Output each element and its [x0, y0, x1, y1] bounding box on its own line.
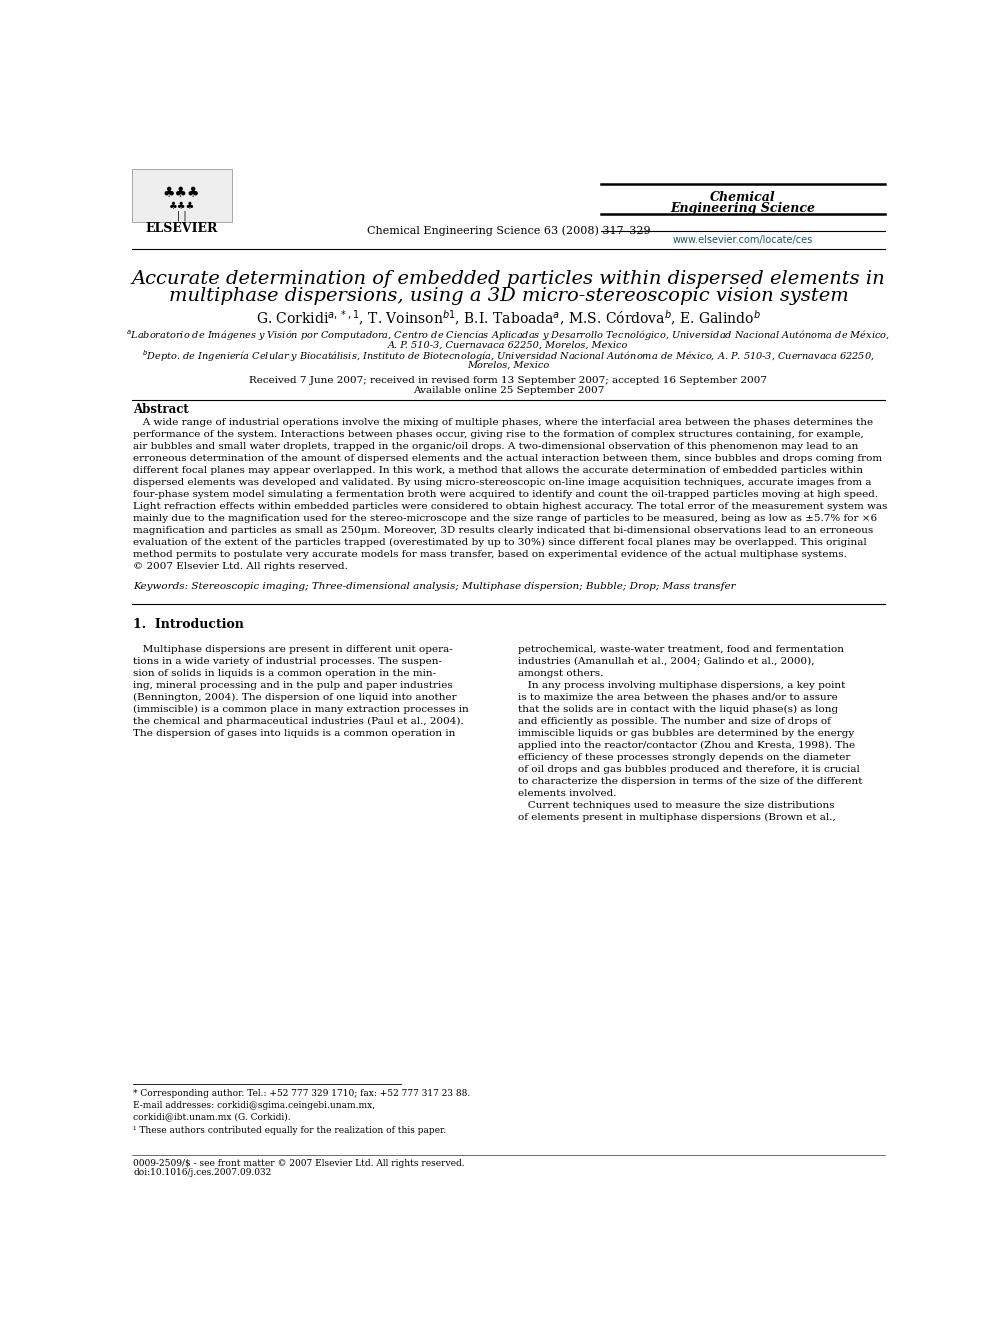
Text: Accurate determination of embedded particles within dispersed elements in: Accurate determination of embedded parti… [132, 270, 885, 288]
Text: Chemical Engineering Science 63 (2008) 317–329: Chemical Engineering Science 63 (2008) 3… [367, 226, 650, 237]
Text: of elements present in multiphase dispersions (Brown et al.,: of elements present in multiphase disper… [518, 812, 835, 822]
Text: $^{a}$Laboratorio de Imágenes y Visión por Computadora, Centro de Ciencias Aplic: $^{a}$Laboratorio de Imágenes y Visión p… [126, 329, 891, 343]
Text: dispersed elements was developed and validated. By using micro-stereoscopic on-l: dispersed elements was developed and val… [133, 478, 872, 487]
Text: to characterize the dispersion in terms of the size of the different: to characterize the dispersion in terms … [518, 777, 862, 786]
Text: © 2007 Elsevier Ltd. All rights reserved.: © 2007 Elsevier Ltd. All rights reserved… [133, 562, 348, 572]
Text: (immiscible) is a common place in many extraction processes in: (immiscible) is a common place in many e… [133, 705, 469, 714]
Text: amongst others.: amongst others. [518, 668, 603, 677]
Text: www.elsevier.com/locate/ces: www.elsevier.com/locate/ces [673, 235, 813, 245]
Text: industries (Amanullah et al., 2004; Galindo et al., 2000),: industries (Amanullah et al., 2004; Gali… [518, 656, 814, 665]
Text: 0009-2509/$ - see front matter © 2007 Elsevier Ltd. All rights reserved.: 0009-2509/$ - see front matter © 2007 El… [133, 1159, 465, 1168]
Text: A. P. 510-3, Cuernavaca 62250, Morelos, Mexico: A. P. 510-3, Cuernavaca 62250, Morelos, … [388, 341, 629, 349]
Text: $^{b}$Depto. de Ingeniería Celular y Biocatálisis, Instituto de Biotecnología, U: $^{b}$Depto. de Ingeniería Celular y Bio… [142, 348, 875, 364]
Text: immiscible liquids or gas bubbles are determined by the energy: immiscible liquids or gas bubbles are de… [518, 729, 854, 738]
Text: G. Corkidi$^{a,*,1}$, T. Voinson$^{b1}$, B.I. Taboada$^{a}$, M.S. Córdova$^{b}$,: G. Corkidi$^{a,*,1}$, T. Voinson$^{b1}$,… [256, 310, 761, 328]
Text: mainly due to the magnification used for the stereo-microscope and the size rang: mainly due to the magnification used for… [133, 515, 877, 524]
Text: petrochemical, waste-water treatment, food and fermentation: petrochemical, waste-water treatment, fo… [518, 644, 843, 654]
Text: Abstract: Abstract [133, 404, 188, 415]
Text: Keywords: Stereoscopic imaging; Three-dimensional analysis; Multiphase dispersio: Keywords: Stereoscopic imaging; Three-di… [133, 582, 736, 590]
Text: applied into the reactor/contactor (Zhou and Kresta, 1998). The: applied into the reactor/contactor (Zhou… [518, 741, 855, 750]
Text: different focal planes may appear overlapped. In this work, a method that allows: different focal planes may appear overla… [133, 466, 863, 475]
Text: * Corresponding author. Tel.: +52 777 329 1710; fax: +52 777 317 23 88.: * Corresponding author. Tel.: +52 777 32… [133, 1089, 470, 1098]
Text: ♣♣♣: ♣♣♣ [163, 187, 200, 200]
Text: Current techniques used to measure the size distributions: Current techniques used to measure the s… [518, 800, 834, 810]
Text: evaluation of the extent of the particles trapped (overestimated by up to 30%) s: evaluation of the extent of the particle… [133, 538, 867, 548]
Text: ing, mineral processing and in the pulp and paper industries: ing, mineral processing and in the pulp … [133, 681, 453, 689]
Text: four-phase system model simulating a fermentation broth were acquired to identif: four-phase system model simulating a fer… [133, 491, 878, 499]
Text: elements involved.: elements involved. [518, 789, 616, 798]
Text: and efficiently as possible. The number and size of drops of: and efficiently as possible. The number … [518, 717, 830, 726]
Text: In any process involving multiphase dispersions, a key point: In any process involving multiphase disp… [518, 681, 845, 689]
Text: the chemical and pharmaceutical industries (Paul et al., 2004).: the chemical and pharmaceutical industri… [133, 717, 464, 726]
Text: doi:10.1016/j.ces.2007.09.032: doi:10.1016/j.ces.2007.09.032 [133, 1168, 272, 1177]
Text: air bubbles and small water droplets, trapped in the organic/oil drops. A two-di: air bubbles and small water droplets, tr… [133, 442, 859, 451]
Text: Morelos, Mexico: Morelos, Mexico [467, 361, 550, 370]
Text: tions in a wide variety of industrial processes. The suspen-: tions in a wide variety of industrial pr… [133, 656, 442, 665]
Text: magnification and particles as small as 250µm. Moreover, 3D results clearly indi: magnification and particles as small as … [133, 527, 874, 536]
Text: Light refraction effects within embedded particles were considered to obtain hig: Light refraction effects within embedded… [133, 503, 888, 511]
Text: (Bennington, 2004). The dispersion of one liquid into another: (Bennington, 2004). The dispersion of on… [133, 693, 457, 701]
Text: Multiphase dispersions are present in different unit opera-: Multiphase dispersions are present in di… [133, 644, 453, 654]
Text: The dispersion of gases into liquids is a common operation in: The dispersion of gases into liquids is … [133, 729, 455, 738]
Text: | |: | | [177, 210, 186, 221]
Text: ♣♣♣: ♣♣♣ [169, 201, 194, 210]
Text: multiphase dispersions, using a 3D micro-stereoscopic vision system: multiphase dispersions, using a 3D micro… [169, 287, 848, 306]
Text: of oil drops and gas bubbles produced and therefore, it is crucial: of oil drops and gas bubbles produced an… [518, 765, 859, 774]
Text: efficiency of these processes strongly depends on the diameter: efficiency of these processes strongly d… [518, 753, 850, 762]
Text: performance of the system. Interactions between phases occur, giving rise to the: performance of the system. Interactions … [133, 430, 864, 439]
Text: A wide range of industrial operations involve the mixing of multiple phases, whe: A wide range of industrial operations in… [133, 418, 873, 427]
Text: method permits to postulate very accurate models for mass transfer, based on exp: method permits to postulate very accurat… [133, 550, 847, 560]
Text: E-mail addresses: corkidi@sgima.ceingebi.unam.mx,: E-mail addresses: corkidi@sgima.ceingebi… [133, 1101, 375, 1110]
Text: is to maximize the area between the phases and/or to assure: is to maximize the area between the phas… [518, 693, 837, 701]
FancyBboxPatch shape [132, 169, 231, 222]
Text: ELSEVIER: ELSEVIER [146, 221, 218, 234]
Text: Chemical: Chemical [710, 191, 776, 204]
Text: ¹ These authors contributed equally for the realization of this paper.: ¹ These authors contributed equally for … [133, 1126, 446, 1135]
Text: Available online 25 September 2007: Available online 25 September 2007 [413, 385, 604, 394]
Text: Engineering Science: Engineering Science [671, 202, 815, 216]
Text: sion of solids in liquids is a common operation in the min-: sion of solids in liquids is a common op… [133, 668, 436, 677]
Text: 1.  Introduction: 1. Introduction [133, 618, 244, 631]
Text: erroneous determination of the amount of dispersed elements and the actual inter: erroneous determination of the amount of… [133, 454, 882, 463]
Text: corkidi@ibt.unam.mx (G. Corkidi).: corkidi@ibt.unam.mx (G. Corkidi). [133, 1111, 291, 1121]
Text: Received 7 June 2007; received in revised form 13 September 2007; accepted 16 Se: Received 7 June 2007; received in revise… [249, 376, 768, 385]
Text: that the solids are in contact with the liquid phase(s) as long: that the solids are in contact with the … [518, 705, 838, 714]
